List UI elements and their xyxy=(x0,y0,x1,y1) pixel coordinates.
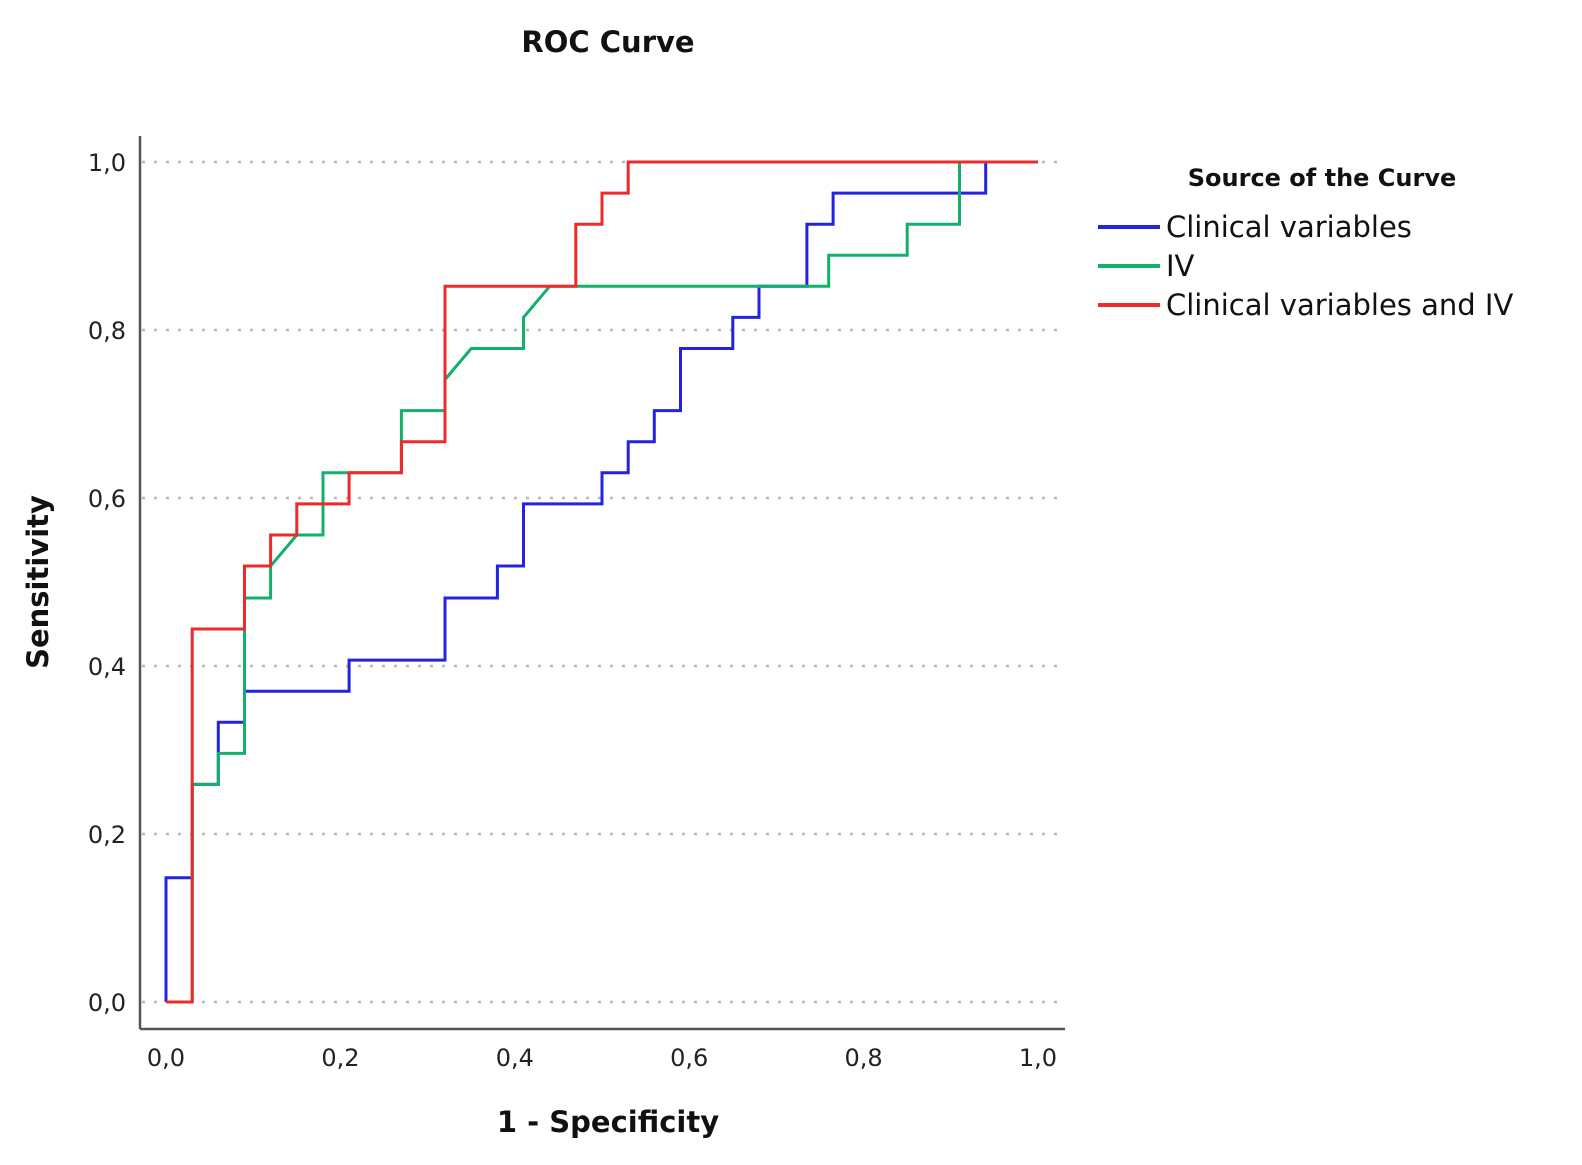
x-axis-label: 1 - Specificity xyxy=(497,1105,719,1139)
series-line-iv xyxy=(190,160,1038,1002)
legend: Source of the Curve Clinical variables IV… xyxy=(1098,164,1513,322)
y-tick-label: 0,4 xyxy=(88,653,126,681)
legend-title: Source of the Curve xyxy=(1188,164,1457,192)
x-tick-label: 0,0 xyxy=(147,1044,185,1072)
series-lines xyxy=(164,160,1038,1004)
x-tick-label: 0,4 xyxy=(496,1044,534,1072)
gridlines xyxy=(142,160,1062,1004)
x-tick-labels: 0,0 0,2 0,4 0,6 0,8 1,0 xyxy=(147,1044,1057,1072)
y-tick-label: 0,8 xyxy=(88,317,126,345)
legend-items: Clinical variables IV Clinical variables a… xyxy=(1098,210,1513,322)
series-line-clinical-variables-and-iv xyxy=(166,160,1038,1004)
chart-title: ROC Curve xyxy=(521,25,694,59)
y-axis-label: Sensitivity xyxy=(21,495,55,669)
x-tick-label: 1,0 xyxy=(1019,1044,1057,1072)
legend-label: IV xyxy=(1166,249,1195,283)
y-tick-label: 0,6 xyxy=(88,485,126,513)
series-line-clinical-variables xyxy=(164,160,1038,1002)
legend-label: Clinical variables xyxy=(1166,210,1412,244)
y-tick-label: 0,2 xyxy=(88,821,126,849)
y-tick-label: 1,0 xyxy=(88,149,126,177)
y-tick-label: 0,0 xyxy=(88,989,126,1017)
x-tick-label: 0,2 xyxy=(321,1044,359,1072)
y-tick-labels: 0,0 0,2 0,4 0,6 0,8 1,0 xyxy=(88,149,126,1017)
x-tick-label: 0,6 xyxy=(670,1044,708,1072)
legend-label: Clinical variables and IV xyxy=(1166,288,1513,322)
x-tick-label: 0,8 xyxy=(845,1044,883,1072)
